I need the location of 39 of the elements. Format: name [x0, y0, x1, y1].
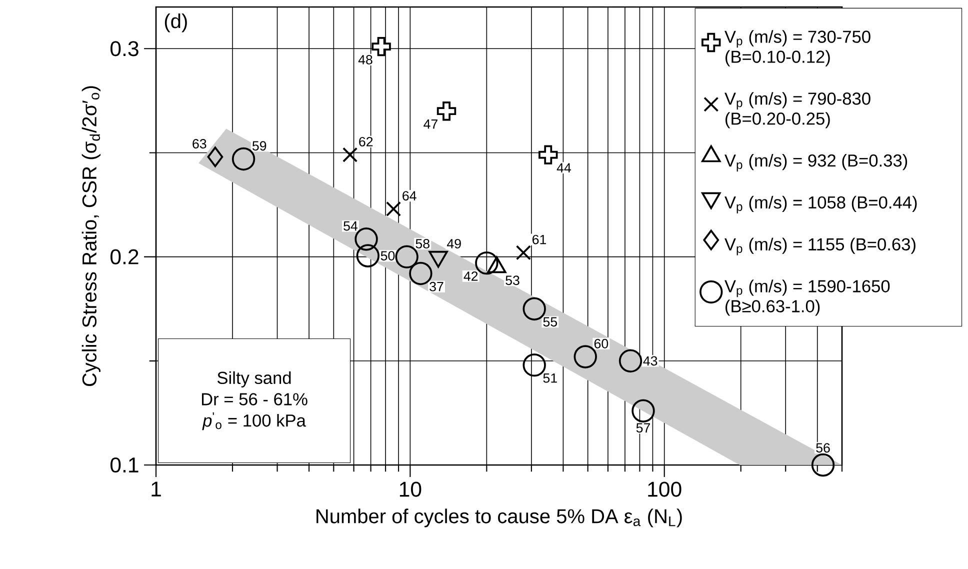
- annotation: 60: [594, 338, 608, 348]
- annotation: (d): [164, 14, 187, 32]
- legend-label: V$_{p}$ (m/s) = 932 (B=0.33): [724, 154, 908, 172]
- y-axis-title: Cyclic Stress Ratio, CSR (σ$_{d}$/2σ′$_{o}$): [82, 86, 100, 386]
- legend-label: V$_{p}$ (m/s) = 1155 (B=0.63): [724, 238, 916, 256]
- y-tick-label: 0.3: [110, 41, 138, 56]
- annotation: 44: [556, 163, 571, 172]
- annotation: 37: [430, 282, 444, 292]
- annotation: 54: [344, 221, 358, 231]
- x-tick-label: 100: [648, 482, 682, 497]
- annotation: Silty sand: [217, 371, 291, 388]
- annotation: 59: [252, 141, 266, 151]
- annotation: Dr = 56 - 61%: [202, 393, 308, 406]
- annotation: 61: [532, 234, 546, 244]
- y-tick-label: 0.1: [110, 457, 138, 473]
- annotation: 56: [816, 443, 830, 453]
- legend-label: V$_{p}$ (m/s) = 1058 (B=0.44): [724, 196, 917, 214]
- annotation: 49: [446, 238, 461, 248]
- legend-label: V$_{p}$ (m/s) = 730-750 (B=0.10-0.12): [724, 30, 870, 66]
- legend-label: V$_{p}$ (m/s) = 1590-1650 (B≥0.63-1.0): [724, 280, 890, 316]
- x-axis-title: Number of cycles to cause 5% DA ε$_{a}$ (N$_{L}$): [316, 508, 682, 528]
- annotation: 51: [543, 373, 557, 383]
- annotation: 42: [464, 271, 478, 281]
- annotation: 48: [358, 54, 372, 64]
- annotation: 47: [424, 119, 438, 129]
- y-tick-label: 0.2: [110, 249, 138, 264]
- annotation: 58: [416, 238, 430, 248]
- annotation: 63: [192, 139, 206, 148]
- annotation: 53: [506, 276, 520, 286]
- annotation: 50: [380, 251, 395, 260]
- legend-label: V$_{p}$ (m/s) = 790-830 (B=0.20-0.25): [724, 92, 870, 128]
- annotation: p$^{'}$$_{o}$ = 100 kPa: [202, 412, 306, 430]
- annotation: 57: [636, 423, 650, 433]
- annotation: 55: [543, 317, 558, 327]
- x-tick-label: 1: [152, 482, 161, 496]
- annotation: 43: [643, 356, 658, 366]
- annotation: 62: [359, 136, 373, 146]
- x-tick-label: 10: [400, 482, 422, 497]
- annotation: 64: [402, 191, 416, 201]
